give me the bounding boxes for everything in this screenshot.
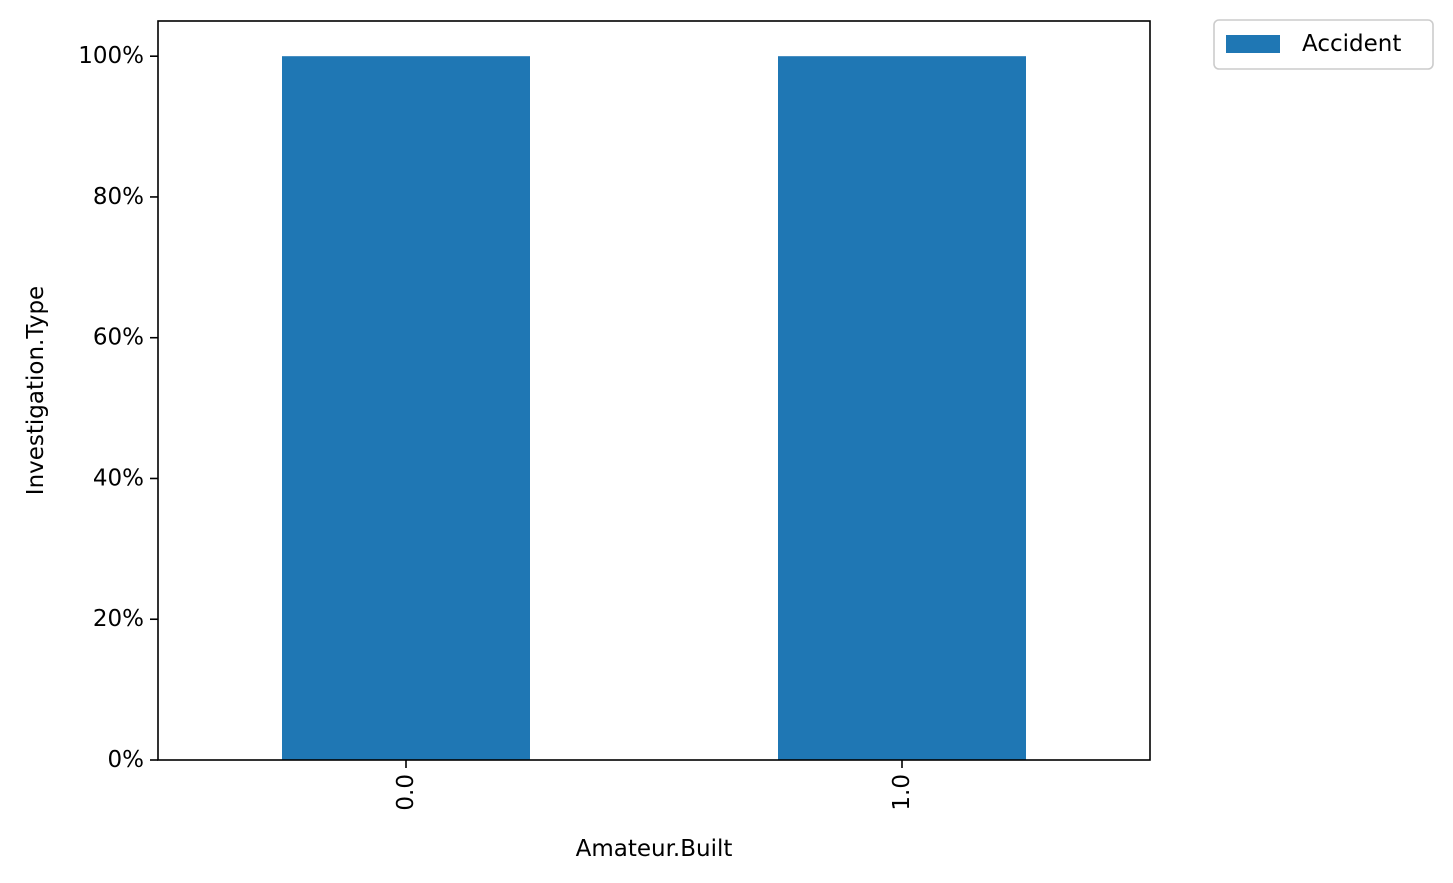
x-tick-label: 0.0 — [393, 774, 419, 811]
legend-label-accident: Accident — [1302, 31, 1401, 57]
bar-0.0 — [282, 56, 530, 760]
y-axis-label: Investigation.Type — [23, 286, 49, 495]
y-tick-label: 40% — [93, 465, 144, 491]
bars-layer — [282, 56, 1026, 760]
y-tick-label: 60% — [93, 325, 144, 351]
bar-1.0 — [778, 56, 1026, 760]
y-tick-label: 100% — [78, 43, 144, 69]
plot-frame — [157, 20, 1151, 761]
x-axis-label: Amateur.Built — [576, 836, 733, 862]
y-axis: 0% 20% 40% 60% 80% 100% — [78, 43, 158, 773]
x-tick-label: 1.0 — [889, 774, 915, 811]
legend-swatch-accident — [1226, 35, 1280, 53]
y-tick-label: 0% — [108, 747, 145, 773]
y-tick-label: 20% — [93, 606, 144, 632]
y-tick-label: 80% — [93, 184, 144, 210]
legend-box — [1213, 19, 1434, 70]
legend: Accident — [1213, 19, 1434, 70]
x-axis: 0.0 1.0 — [393, 760, 915, 811]
